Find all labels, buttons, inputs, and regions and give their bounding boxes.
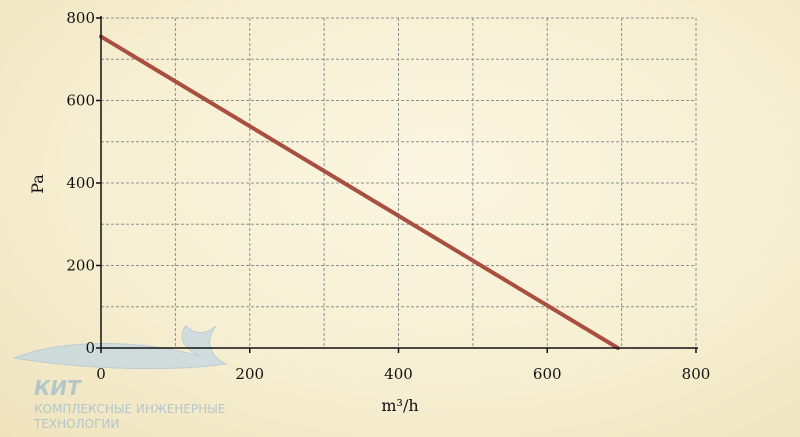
x-tick-label: 800 <box>682 365 711 383</box>
y-tick-label: 400 <box>66 174 95 192</box>
company-logo: КИТ КОМПЛЕКСНЫЕ ИНЖЕНЕРНЫЕ ТЕХНОЛОГИИ <box>12 325 228 431</box>
x-tick-label: 400 <box>384 365 413 383</box>
series-layer <box>99 34 620 350</box>
y-tick-label: 200 <box>66 257 95 275</box>
grid <box>101 17 697 348</box>
logo-line-1: КОМПЛЕКСНЫЕ ИНЖЕНЕРНЫЕ <box>34 402 225 416</box>
x-axis-title: m³/h <box>381 396 418 415</box>
y-axis-title: Pa <box>28 174 47 194</box>
logo-name: КИТ <box>34 376 82 400</box>
tick-labels: 0 200 400 600 800 0 200 400 600 800 <box>66 9 710 383</box>
y-tick-label: 600 <box>66 92 95 110</box>
series-line <box>99 34 620 350</box>
x-tick-label: 0 <box>96 365 106 383</box>
logo-line-2: ТЕХНОЛОГИИ <box>33 417 119 431</box>
x-tick-label: 200 <box>235 365 264 383</box>
y-tick-label: 0 <box>85 339 95 357</box>
x-tick-label: 600 <box>533 365 562 383</box>
y-tick-label: 800 <box>66 9 95 27</box>
axes <box>96 16 698 353</box>
